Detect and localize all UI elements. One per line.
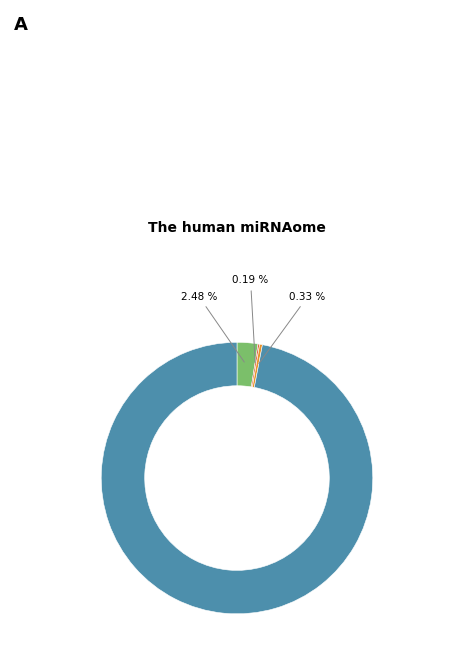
Title: The human miRNAome: The human miRNAome bbox=[148, 221, 326, 235]
Text: A: A bbox=[14, 16, 28, 34]
Text: 0.19 %: 0.19 % bbox=[232, 275, 269, 363]
Wedge shape bbox=[237, 342, 258, 387]
Wedge shape bbox=[251, 344, 260, 387]
Text: 0.33 %: 0.33 % bbox=[259, 292, 326, 364]
Wedge shape bbox=[101, 342, 373, 614]
Text: 2.48 %: 2.48 % bbox=[181, 292, 244, 362]
Wedge shape bbox=[253, 344, 263, 387]
